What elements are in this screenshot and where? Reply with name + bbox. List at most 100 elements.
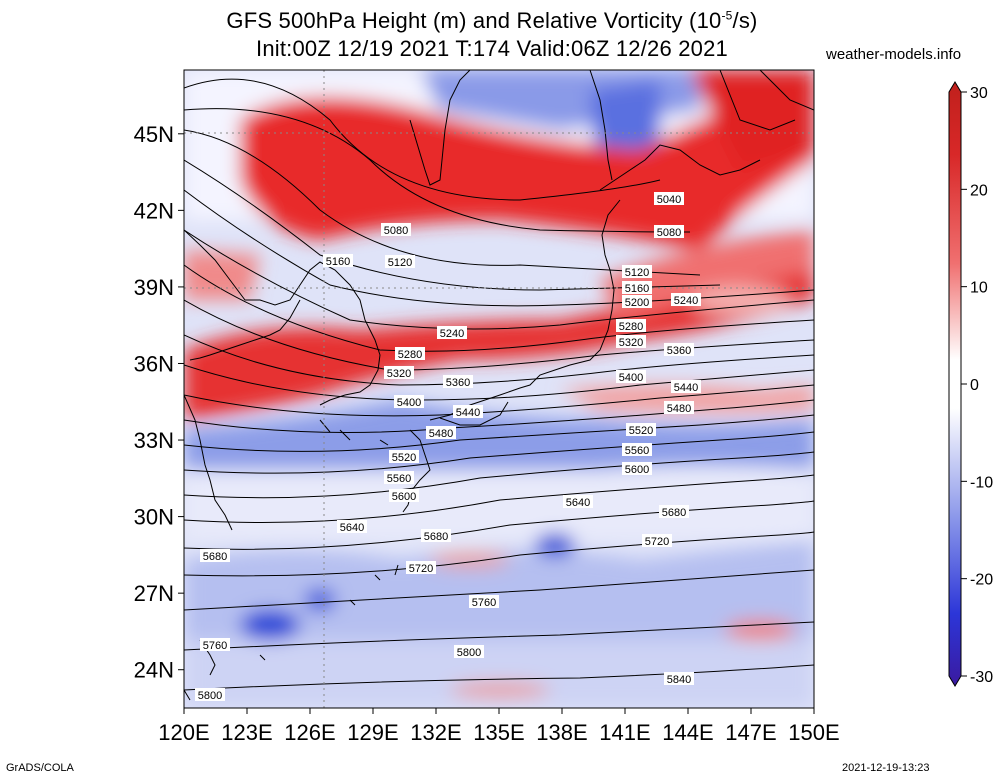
contour-label: 5040 — [654, 192, 684, 206]
contour-label-bg — [671, 293, 701, 306]
contour-label-text: 5680 — [424, 531, 448, 543]
contour-label-bg — [622, 295, 652, 308]
contour-label-text: 5200 — [625, 297, 649, 309]
contour-label-bg — [421, 529, 451, 542]
lon-tick-label: 141E — [599, 720, 650, 745]
contour-label-text: 5240 — [674, 295, 698, 307]
contour-label-bg — [381, 223, 411, 236]
contour-label-bg — [616, 370, 646, 383]
contour-label-bg — [389, 489, 419, 502]
contour-label-text: 5040 — [657, 194, 681, 206]
contour-label-bg — [642, 534, 672, 547]
contour-label-text: 5720 — [409, 563, 433, 575]
contour-label-bg — [664, 672, 694, 685]
contour-label: 5600 — [389, 489, 419, 503]
contour-label: 5560 — [384, 471, 414, 485]
vorticity-field — [184, 70, 814, 708]
lon-tick-label: 120E — [158, 720, 209, 745]
contour-label: 5080 — [654, 225, 684, 239]
site-label: weather-models.info — [826, 46, 962, 63]
contour-label: 5280 — [616, 319, 646, 333]
contour-label: 5840 — [664, 672, 694, 686]
contour-label: 5120 — [385, 255, 415, 269]
contour-label: 5360 — [443, 375, 473, 389]
coastlines — [184, 70, 814, 701]
lon-tick-label: 144E — [662, 720, 713, 745]
contour-label-text: 5080 — [384, 225, 408, 237]
contour-label: 5120 — [622, 265, 652, 279]
contour-label-text: 5480 — [429, 428, 453, 440]
contour-label-bg — [384, 471, 414, 484]
lat-tick-label: 45N — [134, 122, 174, 147]
contour-label-bg — [385, 255, 415, 268]
contour-labels: 5040 5080 5080 5160 5120 5120 5160 5200 5240 5240… — [195, 192, 701, 702]
title-superscript: -5 — [721, 8, 733, 23]
contour-label-text: 5400 — [619, 372, 643, 384]
contour-label-bg — [616, 319, 646, 332]
contour-label: 5520 — [626, 423, 656, 437]
chart-subtitle: Init:00Z 12/19 2021 T:174 Valid:06Z 12/2… — [256, 36, 728, 61]
contour-label-bg — [443, 375, 473, 388]
contour-label-text: 5640 — [566, 497, 590, 509]
contour-label: 5240 — [671, 293, 701, 307]
lat-tick-label: 36N — [134, 351, 174, 376]
contour-label: 5200 — [622, 295, 652, 309]
contour-label-bg — [437, 326, 467, 339]
contour-label-text: 5280 — [619, 321, 643, 333]
lat-tick-label: 33N — [134, 428, 174, 453]
contour-label: 5160 — [622, 281, 652, 295]
contour-label: 5760 — [469, 595, 499, 609]
graticule — [184, 70, 814, 708]
lon-tick-label: 132E — [410, 720, 461, 745]
contour-label: 5080 — [381, 223, 411, 237]
footer-software: GrADS/COLA — [6, 762, 74, 774]
contour-label-text: 5120 — [388, 257, 412, 269]
contour-label-bg — [671, 380, 701, 393]
contour-label-bg — [622, 443, 652, 456]
lat-axis: 24N 27N 30N 33N 36N 39N 42N 45N — [134, 122, 184, 683]
contour-label: 5320 — [616, 335, 646, 349]
contour-label: 5440 — [453, 405, 483, 419]
contour-label-bg — [654, 225, 684, 238]
contour-label: 5520 — [389, 450, 419, 464]
contour-label: 5800 — [454, 645, 484, 659]
contour-label-text: 5560 — [625, 445, 649, 457]
colorbar-tick-label: -20 — [970, 572, 993, 589]
lat-tick-label: 24N — [134, 658, 174, 683]
footer-timestamp: 2021-12-19-13:23 — [842, 762, 930, 774]
contour-label: 5480 — [426, 426, 456, 440]
colorbar-tick-label: 20 — [970, 182, 988, 199]
contour-label-bg — [454, 645, 484, 658]
contour-label-text: 5600 — [625, 464, 649, 476]
contour-label: 5600 — [622, 462, 652, 476]
contour-label-text: 5400 — [397, 397, 421, 409]
lon-tick-label: 123E — [221, 720, 272, 745]
colorbar-tick-label: 30 — [970, 85, 988, 102]
contour-label-text: 5560 — [387, 473, 411, 485]
contour-label-text: 5800 — [457, 647, 481, 659]
colorbar-tick-label: 0 — [970, 377, 979, 394]
lon-tick-label: 126E — [284, 720, 335, 745]
contour-label-text: 5680 — [203, 551, 227, 563]
contour-label-bg — [616, 335, 646, 348]
contour-label-text: 5720 — [645, 536, 669, 548]
contour-label-text: 5440 — [456, 407, 480, 419]
contour-label-bg — [426, 426, 456, 439]
contour-label-text: 5160 — [625, 283, 649, 295]
contour-label-bg — [664, 343, 694, 356]
contour-label-bg — [622, 462, 652, 475]
contour-label-text: 5520 — [629, 425, 653, 437]
contour-label: 5400 — [394, 395, 424, 409]
contour-label: 5560 — [622, 443, 652, 457]
contour-label-bg — [384, 366, 414, 379]
lon-tick-label: 138E — [536, 720, 587, 745]
lon-tick-label: 150E — [788, 720, 839, 745]
contour-label-bg — [659, 505, 689, 518]
contour-label-text: 5240 — [440, 328, 464, 340]
contour-label-text: 5440 — [674, 382, 698, 394]
contour-label-bg — [323, 254, 353, 267]
title-line1-tail: /s) — [732, 8, 758, 33]
lon-tick-label: 129E — [347, 720, 398, 745]
lon-axis: 120E 123E 126E 129E 132E 135E 138E 141E 144E 147E… — [158, 708, 840, 745]
contour-label-bg — [337, 520, 367, 533]
